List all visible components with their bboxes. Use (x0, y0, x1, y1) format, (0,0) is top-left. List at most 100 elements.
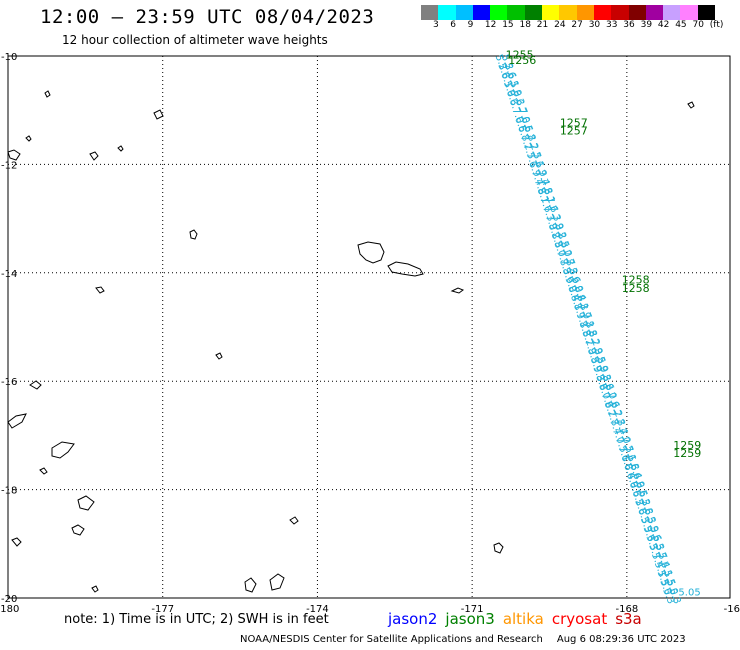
swh-value: 9.3 (590, 364, 606, 383)
island-futuna (95, 286, 105, 294)
satellite-s3a: s3a (615, 610, 642, 628)
legend-label: 12 (484, 20, 497, 30)
lon-tick-label: -171 (461, 604, 484, 615)
island-fiji-e (11, 537, 22, 547)
time-label: 1256 (508, 54, 536, 67)
island-niue (493, 542, 504, 554)
island-samoa-upolu (387, 261, 424, 277)
swh-value: 5.8 (638, 498, 654, 517)
legend-swatch (438, 5, 456, 20)
swh-value: 8.0 (602, 382, 618, 401)
swh-value: 8.0 (596, 382, 612, 401)
footer-credit: NOAA/NESDIS Center for Satellite Applica… (240, 634, 686, 645)
legend-label: 27 (571, 20, 583, 30)
lat-tick-label: -12 (1, 160, 17, 171)
swh-value: 8.6 (560, 267, 576, 286)
footer-note: note: 1) Time is in UTC; 2) SWH is in fe… (64, 612, 329, 627)
legend-swatch (542, 5, 560, 20)
swh-value: 7.7 (560, 249, 576, 268)
lat-tick-label: -10 (1, 52, 17, 63)
time-label: 1257 (560, 116, 588, 129)
island-east-c (29, 380, 42, 390)
lon-tick-label: -16 (724, 604, 740, 615)
legend-label: 45 (675, 20, 687, 30)
map-frame (7, 55, 731, 599)
legend-label: 21 (536, 20, 549, 30)
legend-swatch (490, 5, 508, 20)
time-label: 1257 (560, 125, 588, 138)
legend-label: 6 (450, 20, 457, 30)
island-east-b (7, 149, 21, 161)
island-tonga-b (269, 573, 285, 591)
lat-tick-label: -18 (1, 486, 17, 497)
island-tuvalu-b (153, 109, 164, 120)
map-subtitle: 12 hour collection of altimeter wave hei… (62, 33, 328, 47)
legend-swatch (472, 5, 491, 20)
island-east-f (215, 352, 223, 360)
swh-value: 8.6 (566, 267, 582, 286)
legend-swatch (628, 5, 646, 20)
legend-swatch (697, 5, 716, 20)
swh-value: 6.5 (633, 480, 649, 499)
legend-swatch (663, 5, 681, 20)
legend-label: 30 (588, 20, 601, 30)
satellite-jason3: jason3 (445, 610, 495, 628)
coastlines (7, 90, 695, 593)
lon-tick-label: -180 (0, 604, 19, 615)
satellite-cryosat: cryosat (551, 610, 608, 628)
island-fiji-d (71, 524, 85, 536)
island-east-d (39, 467, 48, 475)
island-tutuila (450, 287, 465, 294)
lat-tick-label: -14 (1, 269, 17, 280)
island-wallis (189, 229, 198, 240)
swh-value: 6.5 (627, 480, 643, 499)
satellite-track: 5.25.66.15.96.36.77.06.56.87.27.57.16.97… (493, 53, 701, 606)
legend-label: 24 (554, 20, 566, 30)
legend-swatch (455, 5, 473, 20)
legend-label: 9 (467, 20, 474, 30)
legend-swatch (576, 5, 594, 20)
lon-tick-label: -168 (616, 604, 639, 615)
legend-swatch (611, 5, 629, 20)
legend-swatch (559, 5, 577, 20)
time-label: 1255 (506, 49, 534, 62)
time-label: 1259 (673, 447, 701, 460)
legend-swatch (524, 5, 543, 20)
legend-label: 33 (606, 20, 618, 30)
legend-label: 18 (519, 20, 531, 30)
legend-swatch (421, 5, 439, 20)
island-fiji-c (77, 495, 95, 511)
timestamp: Aug 6 08:29:36 UTC 2023 (556, 634, 686, 645)
swh-end-value: 5.05 (678, 587, 700, 598)
color-legend (421, 5, 716, 20)
island-tonga-a (244, 577, 257, 593)
lon-tick-label: -177 (151, 604, 174, 615)
island-samoa-savaii (357, 241, 385, 264)
legend-label: 70 (692, 20, 704, 30)
island-tuvalu-c (89, 151, 99, 161)
legend-label: (ft) (709, 20, 724, 30)
legend-label: 3 (433, 20, 439, 30)
island-east-e (91, 585, 99, 593)
legend-swatch (507, 5, 525, 20)
time-label: 1259 (673, 439, 701, 452)
legend-label: 39 (640, 20, 653, 30)
lon-tick-label: -174 (306, 604, 329, 615)
swh-value: 7.1 (529, 151, 545, 170)
swh-value: 7.7 (554, 249, 570, 268)
legend-label: 42 (657, 20, 670, 30)
legend-swatch (645, 5, 664, 20)
color-legend-labels: 3 6 9 12 15 18 21 24 27 30 33 36 39 42 45 70 (ft) (421, 20, 740, 34)
swh-value: 9.3 (597, 364, 613, 383)
satellite-legend: jason2 jason3 altika cryosat s3a (388, 610, 650, 628)
time-label: 1258 (622, 282, 650, 295)
island-tuvalu-a (44, 90, 51, 98)
lat-tick-label: -20 (1, 594, 17, 605)
legend-swatch (680, 5, 698, 20)
satellite-jason2: jason2 (388, 610, 438, 628)
credit-text: NOAA/NESDIS Center for Satellite Applica… (240, 634, 543, 645)
island-fiji-b (51, 441, 75, 459)
swh-value: 5.8 (632, 498, 648, 517)
